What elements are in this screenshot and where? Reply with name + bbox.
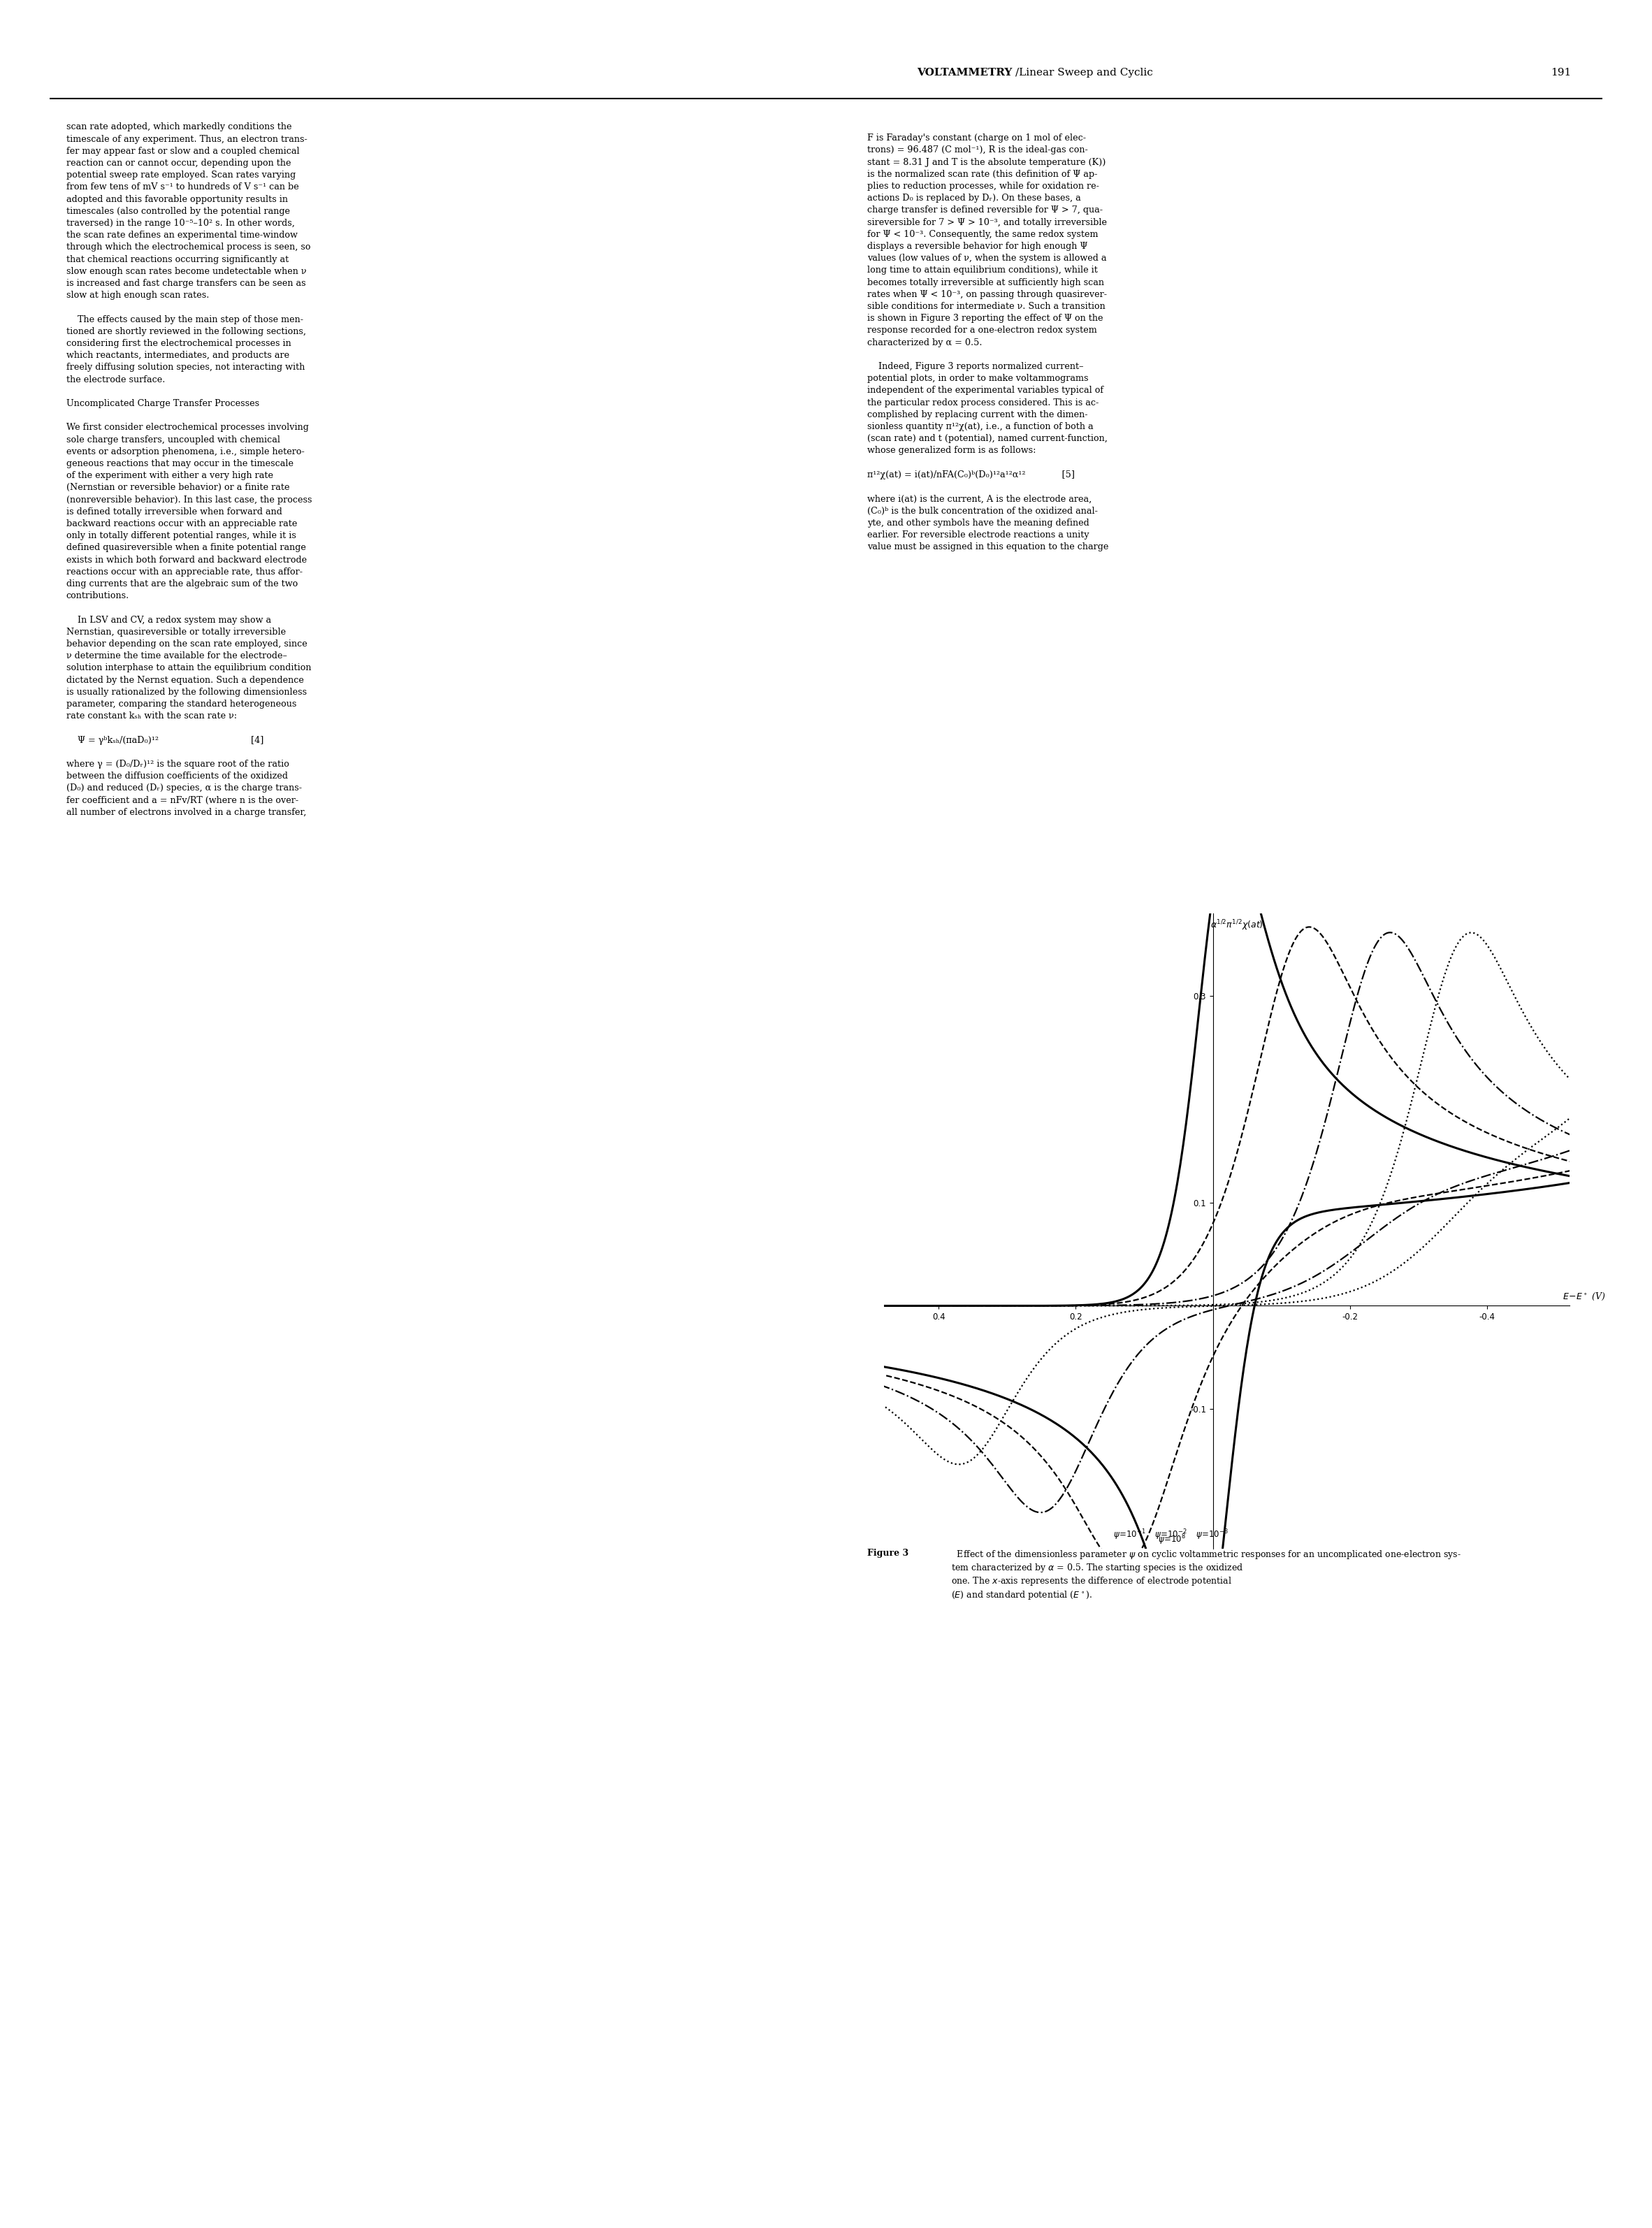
Text: $\alpha^{1/2}\pi^{1/2}\chi(at)$: $\alpha^{1/2}\pi^{1/2}\chi(at)$ [1211, 918, 1264, 931]
Text: 191: 191 [1551, 69, 1571, 78]
Text: $\psi\!=\!10^{-1}$: $\psi\!=\!10^{-1}$ [1113, 1528, 1146, 1542]
Text: scan rate adopted, which markedly conditions the
timescale of any experiment. Th: scan rate adopted, which markedly condit… [66, 123, 312, 818]
Text: $E\!-\!E^\circ$ (V): $E\!-\!E^\circ$ (V) [1563, 1292, 1606, 1301]
Text: F is Faraday's constant (charge on 1 mol of elec-
trons) = 96.487 (C mol⁻¹), R i: F is Faraday's constant (charge on 1 mol… [867, 134, 1108, 553]
Text: VOLTAMMETRY: VOLTAMMETRY [917, 69, 1013, 78]
Text: $\psi\!=\!10^{-2}$: $\psi\!=\!10^{-2}$ [1155, 1528, 1188, 1542]
Text: /Linear Sweep and Cyclic: /Linear Sweep and Cyclic [1016, 69, 1153, 78]
Text: Figure 3: Figure 3 [867, 1548, 909, 1557]
Text: $\psi\!=\!10^{8}$: $\psi\!=\!10^{8}$ [1158, 1533, 1186, 1546]
Text: $\psi\!=\!10^{-3}$: $\psi\!=\!10^{-3}$ [1196, 1528, 1229, 1542]
Text: Effect of the dimensionless parameter $\psi$ on cyclic voltammetric responses fo: Effect of the dimensionless parameter $\… [952, 1548, 1460, 1602]
